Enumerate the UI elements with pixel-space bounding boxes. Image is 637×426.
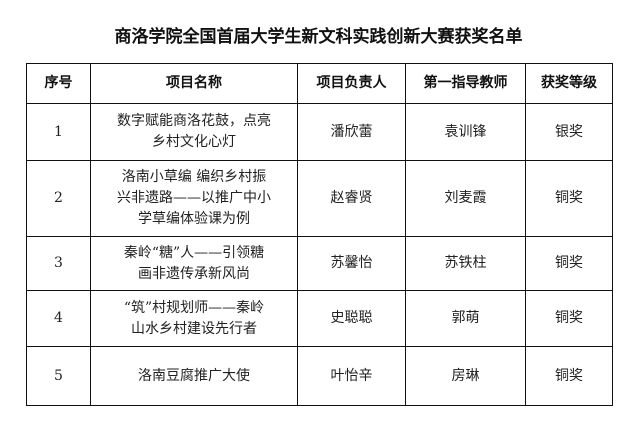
header-project: 项目名称 bbox=[90, 63, 298, 104]
header-award: 获奖等级 bbox=[525, 63, 613, 104]
cell-leader: 叶怡辛 bbox=[297, 346, 406, 406]
cell-no: 3 bbox=[26, 236, 91, 291]
header-leader: 项目负责人 bbox=[297, 63, 406, 104]
project-name-line: 秦岭“糖”人——引领糖 bbox=[123, 244, 265, 261]
cell-award: 铜奖 bbox=[525, 160, 613, 237]
project-name-line: “筑”村规划师——秦岭 bbox=[123, 299, 265, 316]
cell-advisor: 房琳 bbox=[405, 346, 526, 406]
cell-no: 4 bbox=[26, 290, 91, 347]
table-row: 4 “筑”村规划师——秦岭 山水乡村建设先行者 史聪聪 郭萌 铜奖 bbox=[26, 290, 613, 347]
table-row: 3 秦岭“糖”人——引领糖 画非遗传承新风尚 苏馨怡 苏铁柱 铜奖 bbox=[26, 236, 613, 291]
project-name-line: 乡村文化心灯 bbox=[152, 134, 236, 150]
project-name-line: 山水乡村建设先行者 bbox=[131, 320, 257, 337]
table-row: 2 洛南小草编 编织乡村振 兴非遗路——以推广中小 学草编体验课为例 赵睿贤 刘麦霞 铜奖 bbox=[26, 160, 613, 237]
cell-leader: 苏馨怡 bbox=[297, 236, 406, 291]
cell-project: 数字赋能商洛花鼓，点亮 乡村文化心灯 bbox=[90, 103, 298, 161]
cell-award: 银奖 bbox=[525, 103, 613, 161]
header-advisor: 第一指导教师 bbox=[405, 63, 526, 104]
project-name-line: 兴非遗路——以推广中小 bbox=[117, 190, 271, 206]
cell-project: 洛南豆腐推广大使 bbox=[90, 346, 298, 406]
cell-project: “筑”村规划师——秦岭 山水乡村建设先行者 bbox=[90, 290, 298, 347]
table-header-row: 序号 项目名称 项目负责人 第一指导教师 获奖等级 bbox=[26, 63, 613, 104]
cell-project: 洛南小草编 编织乡村振 兴非遗路——以推广中小 学草编体验课为例 bbox=[90, 160, 298, 237]
table-row: 5 洛南豆腐推广大使 叶怡辛 房琳 铜奖 bbox=[26, 346, 613, 406]
project-name-line: 洛南小草编 编织乡村振 bbox=[121, 169, 267, 185]
cell-advisor: 苏铁柱 bbox=[405, 236, 526, 291]
cell-no: 2 bbox=[26, 160, 91, 237]
project-name-line: 洛南豆腐推广大使 bbox=[138, 367, 250, 384]
cell-leader: 潘欣蕾 bbox=[297, 103, 406, 161]
cell-leader: 史聪聪 bbox=[297, 290, 406, 347]
cell-advisor: 刘麦霞 bbox=[405, 160, 526, 237]
cell-award: 铜奖 bbox=[525, 290, 613, 347]
awards-table: 序号 项目名称 项目负责人 第一指导教师 获奖等级 1 数字赋能商洛花鼓，点亮 乡村… bbox=[26, 63, 613, 406]
page-title: 商洛学院全国首届大学生新文科实践创新大赛获奖名单 bbox=[114, 27, 523, 47]
project-name-line: 数字赋能商洛花鼓，点亮 bbox=[117, 113, 271, 129]
cell-advisor: 郭萌 bbox=[405, 290, 526, 347]
cell-project: 秦岭“糖”人——引领糖 画非遗传承新风尚 bbox=[90, 236, 298, 291]
table-row: 1 数字赋能商洛花鼓，点亮 乡村文化心灯 潘欣蕾 袁训锋 银奖 bbox=[26, 103, 613, 161]
cell-no: 5 bbox=[26, 346, 91, 406]
cell-leader: 赵睿贤 bbox=[297, 160, 406, 237]
cell-no: 1 bbox=[26, 103, 91, 161]
project-name-line: 学草编体验课为例 bbox=[138, 211, 250, 227]
cell-award: 铜奖 bbox=[525, 346, 613, 406]
cell-award: 铜奖 bbox=[525, 236, 613, 291]
header-no: 序号 bbox=[26, 63, 91, 104]
cell-advisor: 袁训锋 bbox=[405, 103, 526, 161]
project-name-line: 画非遗传承新风尚 bbox=[138, 265, 250, 282]
